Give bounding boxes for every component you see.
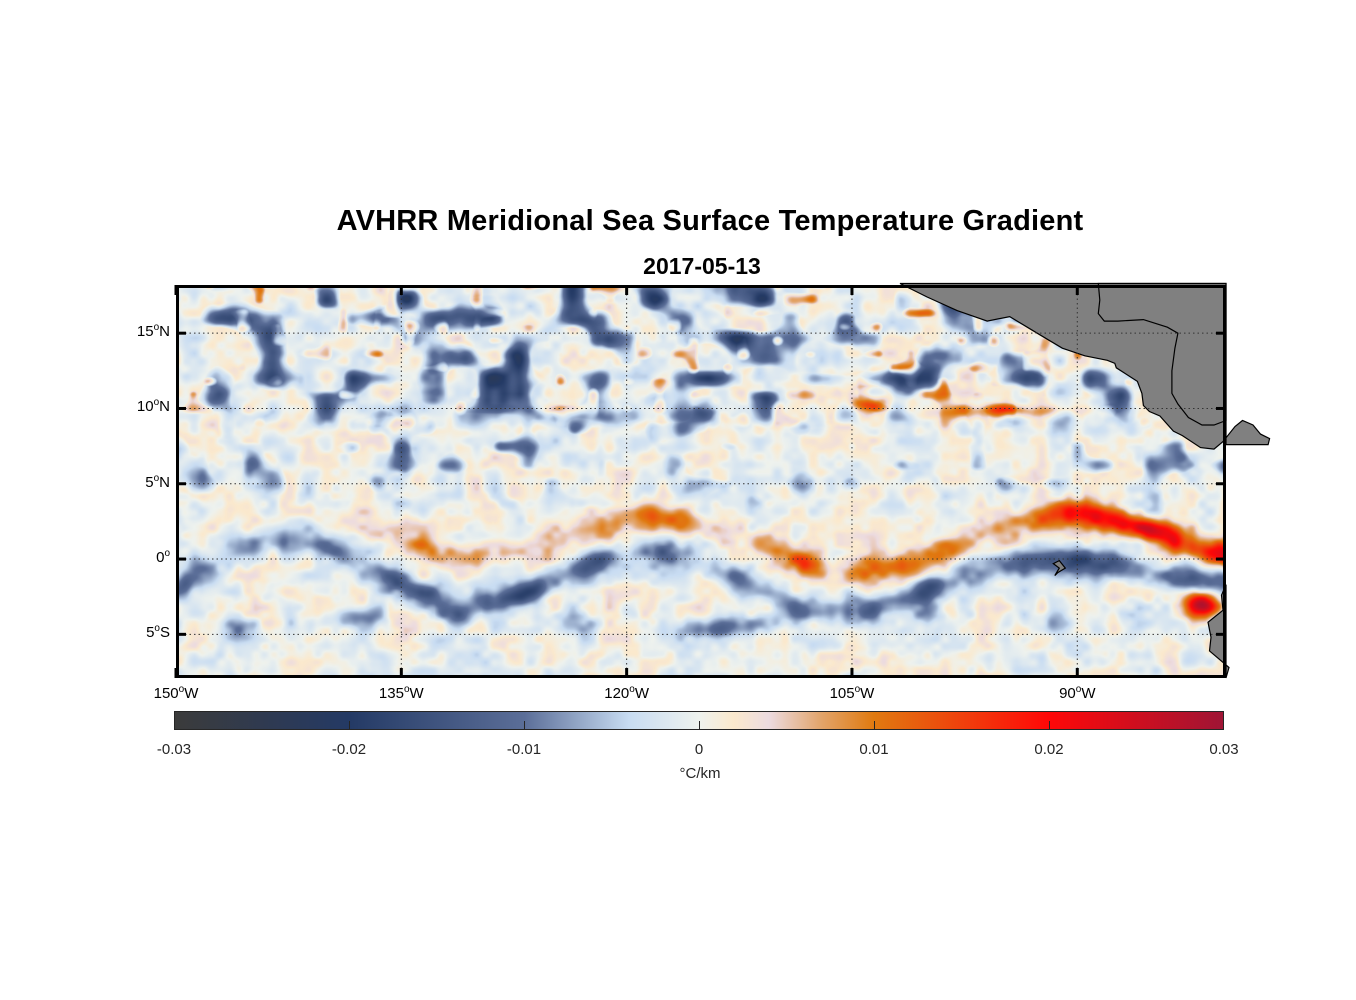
tick-number: 105 — [829, 685, 855, 702]
degree-symbol: o — [154, 623, 160, 635]
degree-symbol: o — [1075, 684, 1082, 695]
colorbar-tick-label: 0.03 — [1209, 741, 1239, 758]
colorbar-tick-label: 0 — [694, 741, 704, 758]
degree-symbol: o — [178, 684, 185, 695]
colorbar-tick-label: 0.02 — [1034, 741, 1064, 758]
degree-symbol: o — [854, 684, 861, 695]
latitude-tick-label: 0o — [110, 548, 170, 567]
longitude-tick-label: 90oW — [1037, 684, 1117, 702]
hemisphere: W — [184, 685, 199, 702]
tick-number: 150 — [153, 685, 179, 702]
map-border — [176, 285, 1226, 678]
latitude-tick-label: 5oS — [110, 623, 170, 642]
colorbar — [174, 711, 1224, 730]
hemisphere: N — [159, 323, 170, 341]
colorbar-tick-label: -0.01 — [506, 741, 542, 758]
colorbar-tick — [524, 721, 525, 730]
tick-number: 10 — [136, 398, 154, 416]
map-plot-area — [174, 282, 1271, 679]
latitude-tick-label: 15oN — [110, 322, 170, 341]
tick-number: 5 — [145, 473, 154, 491]
tick-number: 135 — [378, 685, 404, 702]
hemisphere: N — [159, 398, 170, 416]
colorbar-tick — [699, 721, 700, 730]
degree-symbol: o — [153, 397, 160, 409]
chart-subtitle: 2017-05-13 — [643, 253, 761, 279]
land-mass — [899, 282, 1271, 679]
hemisphere: W — [634, 685, 650, 702]
hemisphere: W — [860, 685, 875, 702]
longitude-tick-label: 120oW — [587, 684, 667, 702]
longitude-tick-label: 105oW — [812, 684, 892, 702]
colorbar-tick-label: -0.02 — [331, 741, 367, 758]
tick-number: 15 — [136, 323, 154, 341]
colorbar-tick-label: -0.03 — [156, 741, 192, 758]
tick-number: 90 — [1059, 685, 1076, 702]
degree-symbol: o — [164, 548, 170, 560]
colorbar-unit-label: °C/km — [679, 765, 721, 782]
longitude-tick-label: 135oW — [361, 684, 441, 702]
tick-number: 0 — [156, 549, 165, 567]
colorbar-tick — [349, 721, 350, 730]
hemisphere: S — [159, 624, 170, 642]
colorbar-tick-label: 0.01 — [859, 741, 889, 758]
land-polygon — [1052, 559, 1067, 577]
degree-symbol: o — [153, 322, 160, 334]
hemisphere: W — [1081, 685, 1096, 702]
map-overlay — [174, 282, 1271, 679]
hemisphere: N — [159, 473, 170, 491]
degree-symbol: o — [629, 684, 635, 695]
hemisphere: W — [409, 685, 424, 702]
colorbar-tick — [1049, 721, 1050, 730]
colorbar-tick — [874, 721, 875, 730]
latitude-tick-label: 5oN — [110, 472, 170, 491]
degree-symbol: o — [153, 472, 160, 484]
chart-title: AVHRR Meridional Sea Surface Temperature… — [336, 205, 1084, 237]
land-polygon — [1097, 282, 1227, 426]
latitude-tick-label: 10oN — [110, 397, 170, 416]
tick-number: 5 — [146, 624, 155, 642]
longitude-tick-label: 150oW — [136, 684, 216, 702]
tick-number: 120 — [604, 685, 630, 702]
degree-symbol: o — [403, 684, 410, 695]
sst-gradient-field — [176, 285, 1226, 678]
